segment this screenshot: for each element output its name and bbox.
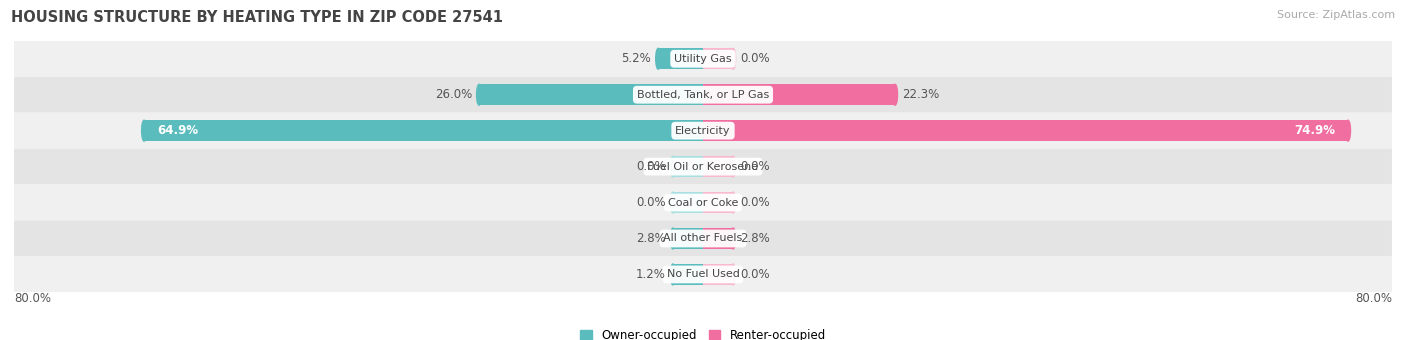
Text: 2.8%: 2.8% — [637, 232, 666, 245]
Circle shape — [671, 228, 675, 249]
Text: 0.0%: 0.0% — [740, 268, 769, 281]
FancyBboxPatch shape — [14, 256, 1392, 292]
Text: Source: ZipAtlas.com: Source: ZipAtlas.com — [1277, 10, 1395, 20]
Bar — [703, 264, 733, 285]
Text: 0.0%: 0.0% — [740, 196, 769, 209]
Text: 0.0%: 0.0% — [637, 196, 666, 209]
Text: 5.2%: 5.2% — [621, 52, 651, 65]
FancyBboxPatch shape — [14, 41, 1392, 77]
Circle shape — [1346, 120, 1351, 141]
Text: Electricity: Electricity — [675, 126, 731, 136]
Text: 2.8%: 2.8% — [740, 232, 769, 245]
Bar — [673, 264, 703, 285]
Text: 0.0%: 0.0% — [740, 160, 769, 173]
Bar — [143, 120, 703, 141]
Text: No Fuel Used: No Fuel Used — [666, 269, 740, 279]
Bar — [673, 192, 703, 213]
Text: 1.2%: 1.2% — [636, 268, 666, 281]
Bar — [703, 228, 733, 249]
Circle shape — [142, 120, 146, 141]
Circle shape — [671, 264, 675, 285]
Text: HOUSING STRUCTURE BY HEATING TYPE IN ZIP CODE 27541: HOUSING STRUCTURE BY HEATING TYPE IN ZIP… — [11, 10, 503, 25]
Text: 0.0%: 0.0% — [740, 52, 769, 65]
Bar — [703, 84, 896, 105]
Text: 0.0%: 0.0% — [637, 160, 666, 173]
Text: Fuel Oil or Kerosene: Fuel Oil or Kerosene — [647, 162, 759, 172]
FancyBboxPatch shape — [14, 113, 1392, 149]
Circle shape — [671, 192, 675, 213]
Bar — [658, 48, 703, 69]
Bar — [703, 120, 1348, 141]
Text: All other Fuels: All other Fuels — [664, 234, 742, 243]
Circle shape — [731, 192, 735, 213]
Text: 80.0%: 80.0% — [14, 292, 51, 305]
Circle shape — [477, 84, 482, 105]
Circle shape — [731, 264, 735, 285]
Text: 26.0%: 26.0% — [434, 88, 472, 101]
FancyBboxPatch shape — [14, 149, 1392, 185]
Bar — [703, 48, 733, 69]
Legend: Owner-occupied, Renter-occupied: Owner-occupied, Renter-occupied — [579, 329, 827, 340]
Bar — [673, 228, 703, 249]
Text: 64.9%: 64.9% — [157, 124, 198, 137]
Circle shape — [655, 48, 661, 69]
Text: Bottled, Tank, or LP Gas: Bottled, Tank, or LP Gas — [637, 90, 769, 100]
Bar — [479, 84, 703, 105]
Circle shape — [671, 156, 675, 177]
Bar — [703, 192, 733, 213]
Circle shape — [731, 48, 735, 69]
Text: Utility Gas: Utility Gas — [675, 54, 731, 64]
FancyBboxPatch shape — [14, 77, 1392, 113]
Bar — [673, 156, 703, 177]
FancyBboxPatch shape — [14, 221, 1392, 256]
Circle shape — [731, 156, 735, 177]
Text: 74.9%: 74.9% — [1294, 124, 1336, 137]
Circle shape — [893, 84, 897, 105]
Circle shape — [731, 228, 735, 249]
Bar — [703, 156, 733, 177]
Text: Coal or Coke: Coal or Coke — [668, 198, 738, 207]
Text: 80.0%: 80.0% — [1355, 292, 1392, 305]
Text: 22.3%: 22.3% — [901, 88, 939, 101]
FancyBboxPatch shape — [14, 185, 1392, 221]
